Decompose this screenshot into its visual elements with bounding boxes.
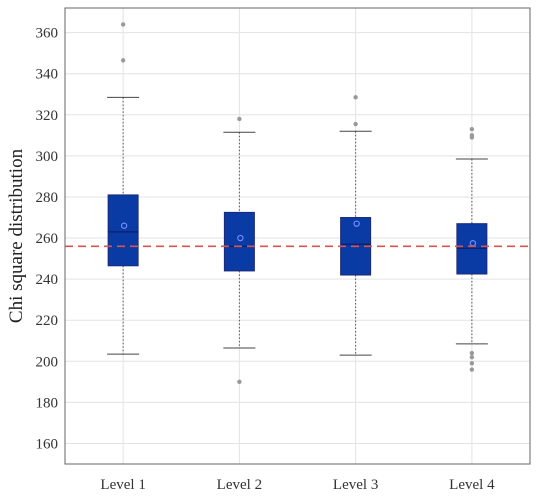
x-tick-label: Level 2 (217, 477, 262, 493)
outlier-point (120, 58, 126, 63)
y-tick-label: 260 (36, 231, 59, 247)
y-tick-labels: 160 180 200 220 240 260 280 300 320 340 360 (36, 26, 59, 453)
outlier-point (353, 121, 358, 127)
outlier-point (469, 133, 475, 138)
outlier-point (469, 361, 475, 366)
outlier-point (353, 95, 358, 100)
x-tick-label: Level 1 (100, 477, 145, 493)
y-tick-label: 220 (36, 313, 59, 329)
mean-marker (353, 220, 360, 227)
mean-marker (237, 234, 244, 242)
y-axis-title: Chi square distribution (6, 148, 27, 323)
x-tick-label: Level 4 (449, 477, 495, 493)
y-tick-label: 320 (36, 108, 59, 124)
plot-frame (64, 7, 531, 465)
y-tick-label: 280 (36, 190, 59, 206)
outlier-point (237, 379, 242, 385)
box-level-4 (455, 126, 488, 372)
y-tick-label: 240 (36, 272, 59, 288)
outlier-point (120, 22, 126, 27)
outlier-point (469, 126, 475, 132)
x-tick-label: Level 3 (333, 477, 378, 493)
y-tick-label: 160 (36, 436, 59, 452)
y-tick-label: 200 (36, 354, 59, 370)
y-tick-label: 300 (36, 149, 59, 165)
x-tick-labels: Level 1 Level 2 Level 3 Level 4 (100, 477, 495, 493)
y-tick-label: 360 (36, 26, 59, 42)
outlier-point (237, 116, 242, 122)
box-iqr (107, 194, 139, 267)
box-level-1 (107, 22, 140, 355)
outlier-point (469, 350, 475, 356)
outlier-point (469, 354, 475, 360)
y-tick-label: 180 (36, 395, 59, 411)
box-iqr (223, 211, 255, 272)
y-tick-label: 340 (36, 67, 59, 83)
outlier-point (469, 367, 475, 372)
mean-marker (120, 222, 128, 229)
